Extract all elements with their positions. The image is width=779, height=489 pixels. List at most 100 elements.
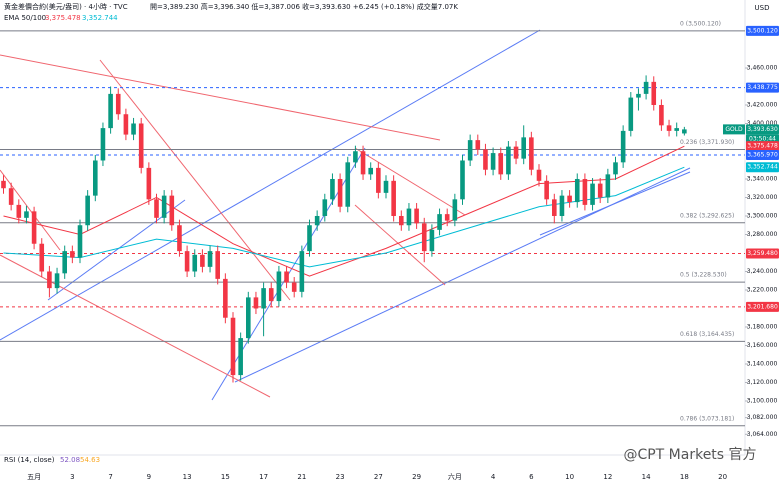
x-tick-label: 18 [680, 473, 689, 481]
y-tick-label: 3,320.000 [747, 194, 778, 201]
x-tick-label: 23 [336, 473, 345, 481]
candle-body [399, 215, 404, 226]
candle-body [345, 162, 351, 207]
candle-body [100, 128, 106, 161]
candle-body [246, 297, 251, 339]
x-tick-label: 13 [183, 473, 192, 481]
price-badge-label: 3,352.744 [747, 164, 778, 171]
candle-body [682, 129, 687, 134]
candle-body [330, 178, 335, 200]
trendline [99, 59, 291, 301]
candle-body [115, 93, 121, 115]
candle-body [613, 162, 618, 175]
rsi-value: 52.08 [60, 456, 80, 464]
candle-body [47, 271, 52, 289]
y-tick-label: 3,160.000 [747, 342, 778, 349]
trendline [354, 147, 466, 216]
x-tick-label: 3 [70, 473, 74, 481]
candle-body [192, 254, 198, 272]
candle-body [207, 251, 213, 267]
candle-body [177, 225, 182, 252]
x-tick-label: 9 [147, 473, 151, 481]
candle-body [391, 180, 396, 216]
countdown-label: 03:50:44 [749, 135, 776, 142]
fib-label: 0.382 (3,292.625) [680, 212, 734, 219]
candle-body [559, 195, 565, 216]
candle-body [475, 140, 481, 150]
candle-body [1, 180, 6, 189]
ohlc-text: 開=3,389.230 高=3,396.340 低=3,387.006 收=3,… [150, 2, 458, 11]
candle-body [276, 271, 282, 302]
y-tick-label: 3,340.000 [747, 175, 778, 182]
candle-body [154, 199, 159, 218]
rsi-label: RSI (14, close) [4, 456, 55, 464]
y-tick-label: 3,120.000 [747, 379, 778, 386]
y-tick-label: 3,180.000 [747, 323, 778, 330]
price-badge [746, 82, 779, 93]
candle-body [506, 146, 511, 175]
y-tick-label: 3,240.000 [747, 268, 778, 275]
candle-body [108, 93, 113, 129]
price-badge [746, 248, 779, 259]
symbol-badge [723, 124, 745, 135]
candle-body [169, 195, 175, 226]
candles [1, 75, 687, 383]
price-badge-label: 3,201.680 [747, 303, 778, 310]
watermark: @CPT Markets 官方 [623, 447, 756, 463]
price-badge-label: 3,500.120 [747, 27, 778, 34]
fib-label: 0.236 (3,371.930) [680, 139, 734, 146]
candle-body [421, 223, 427, 252]
indicator-value: 3,375.478 [45, 14, 81, 22]
price-badge-label: 3,259.480 [747, 250, 778, 257]
currency: USD [755, 4, 770, 12]
candle-body [54, 273, 60, 289]
candle-body [383, 180, 389, 193]
candle-body [161, 195, 167, 218]
candle-body [460, 160, 465, 200]
candle-body [253, 297, 259, 309]
y-tick-label: 3,082.000 [747, 414, 778, 421]
candle-body [636, 93, 641, 98]
candle-body [268, 288, 274, 302]
trendlines [0, 29, 691, 401]
countdown-badge [746, 134, 779, 144]
candle-body [215, 251, 220, 279]
candle-body [659, 104, 664, 126]
candle-body [307, 225, 312, 252]
candle-body [299, 251, 305, 292]
y-tick-label: 3,140.000 [747, 360, 778, 367]
candle-body [77, 225, 83, 258]
x-tick-label: 21 [297, 473, 306, 481]
price-badge [746, 301, 779, 312]
trendline [354, 204, 446, 286]
candle-body [444, 214, 450, 221]
candle-body [200, 254, 205, 267]
candle-body [513, 146, 519, 159]
candle-body [146, 167, 152, 200]
x-tick-label: 五月 [27, 473, 41, 481]
candle-body [70, 251, 75, 258]
candle-body [368, 167, 373, 175]
candle-body [337, 178, 343, 207]
candle-body [85, 195, 90, 226]
x-tick-label: 12 [603, 473, 612, 481]
candle-body [414, 208, 419, 224]
candle-body [376, 167, 381, 193]
price-badge [746, 124, 779, 135]
candle-body [223, 278, 228, 318]
candle-body [31, 211, 37, 244]
candle-body [590, 183, 595, 205]
candle-body [620, 130, 626, 163]
candle-body [291, 282, 297, 292]
candle-body [452, 199, 458, 221]
x-tick-label: 6 [529, 473, 534, 481]
trendline [0, 29, 541, 341]
fib-label: 0.5 (3,228.530) [680, 272, 727, 279]
candle-body [429, 229, 435, 252]
x-tick-label: 六月 [448, 472, 462, 481]
candle-body [322, 199, 328, 216]
price-badge [746, 25, 779, 36]
candle-body [261, 288, 266, 309]
